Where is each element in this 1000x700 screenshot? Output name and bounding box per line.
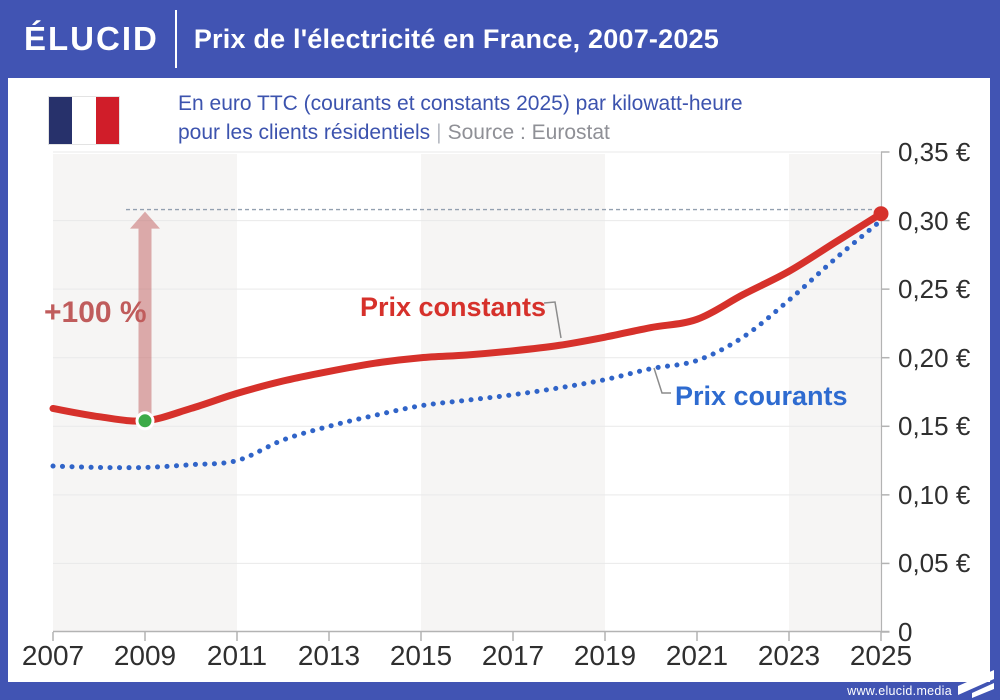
chart-panel: En euro TTC (courants et constants 2025)… — [8, 78, 990, 682]
x-tick-label: 2017 — [481, 640, 545, 671]
france-flag-icon — [48, 96, 120, 145]
label-prix-constants: Prix constants — [360, 292, 547, 322]
subtitle-separator: | — [436, 121, 442, 144]
y-tick-label: 0 — [898, 617, 913, 647]
y-tick-label: 0,35 € — [898, 137, 971, 167]
flag-stripe-blue — [49, 97, 73, 144]
page-title: Prix de l'électricité en France, 2007-20… — [193, 23, 719, 54]
elucid-logo: ÉLUCID — [24, 20, 159, 57]
y-tick-label: 0,25 € — [898, 274, 971, 305]
label-prix-courants: Prix courants — [675, 381, 848, 411]
background-band — [421, 154, 605, 632]
series-prix-constants — [49, 210, 885, 425]
footer-link[interactable]: www.elucid.media — [847, 684, 952, 698]
annotation-plus-100-label: +100 % — [44, 296, 147, 329]
flag-stripe-red — [95, 97, 119, 144]
x-tick-label: 2015 — [389, 640, 453, 671]
y-tick-label: 0,30 € — [898, 205, 971, 236]
elucid-flag-icon — [958, 670, 994, 698]
subtitle-line1: En euro TTC (courants et constants 2025)… — [178, 92, 743, 115]
constants-label-connector — [543, 301, 562, 339]
plus-100-arrow — [130, 211, 160, 422]
x-tick-label: 2025 — [849, 640, 913, 671]
courants-label-connector — [653, 367, 671, 394]
y-tick-label: 0,20 € — [898, 342, 971, 373]
header-divider — [174, 10, 177, 68]
x-tick-label: 2021 — [665, 640, 729, 671]
x-tick-label: 2013 — [297, 640, 361, 671]
y-tick-label: 0,10 € — [898, 479, 971, 510]
background-band — [53, 154, 237, 632]
x-tick-label: 2023 — [757, 640, 821, 671]
chart-canvas: 0,35 € 0,30 € 0,25 € 0,20 € 0,15 € 0,10 € 0,05… — [8, 78, 990, 682]
y-tick-label: 0,05 € — [898, 548, 971, 579]
footer-bar: www.elucid.media — [0, 670, 1000, 700]
subtitle-line2: pour les clients résidentiels | Source : E… — [178, 118, 743, 147]
subtitle-source: Source : Eurostat — [447, 121, 610, 144]
flag-stripe-white — [72, 97, 96, 144]
x-tick-label: 2007 — [21, 640, 85, 671]
chart-subtitle: En euro TTC (courants et constants 2025)… — [178, 89, 743, 147]
subtitle-line2-main: pour les clients résidentiels — [178, 121, 431, 144]
y-tick-label: 0,15 € — [898, 411, 971, 442]
start-marker-2009 — [135, 411, 155, 431]
x-tick-label: 2019 — [573, 640, 637, 671]
background-band — [789, 154, 881, 632]
x-tick-label: 2009 — [113, 640, 177, 671]
end-marker-2025 — [873, 206, 889, 222]
header-bar: ÉLUCID Prix de l'électricité en France, … — [0, 0, 1000, 78]
x-tick-label: 2011 — [206, 640, 268, 671]
chart-plot-area — [49, 151, 890, 641]
